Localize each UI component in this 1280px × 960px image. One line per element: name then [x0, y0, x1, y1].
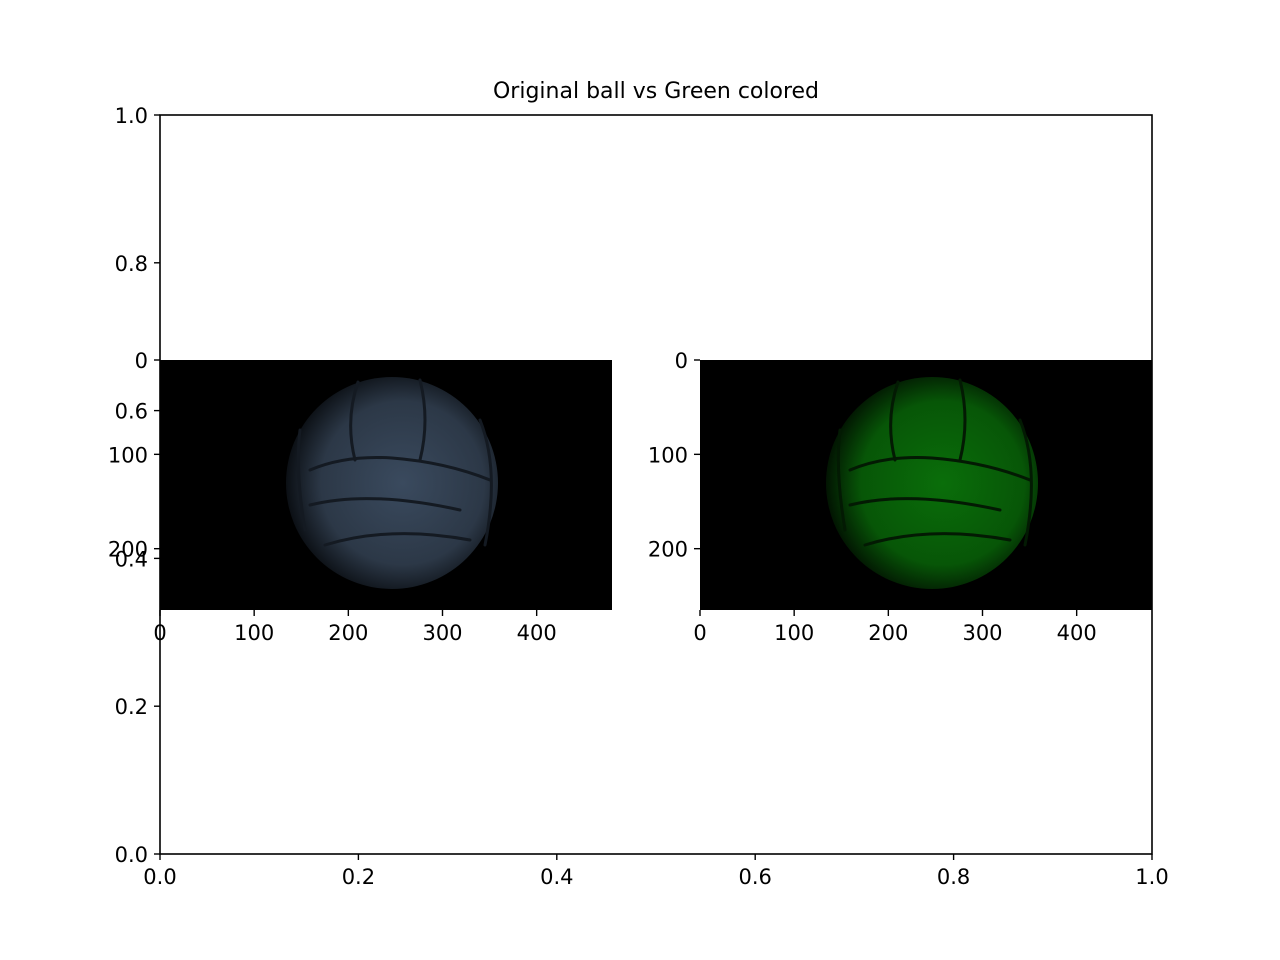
main-y-tick-label: 0.4 — [115, 547, 148, 571]
original-y-tick-label: 200 — [108, 538, 148, 562]
original-x-tick-label: 300 — [422, 621, 462, 645]
green-x-tick-label: 100 — [774, 621, 814, 645]
original-y-tick-label: 0 — [135, 349, 148, 373]
main-x-tick-label: 0.8 — [937, 865, 970, 889]
original-x-tick-label: 400 — [517, 621, 557, 645]
green-y-ticks: 0 100 200 — [648, 349, 700, 562]
green-ball — [826, 377, 1038, 589]
original-x-tick-label: 100 — [234, 621, 274, 645]
original-x-tick-label: 0 — [153, 621, 166, 645]
main-x-tick-label: 1.0 — [1135, 865, 1168, 889]
main-x-tick-label: 0.6 — [738, 865, 771, 889]
original-ball — [286, 377, 498, 589]
main-y-tick-label: 0.8 — [115, 252, 148, 276]
main-y-tick-label: 0.2 — [115, 695, 148, 719]
original-x-tick-label: 200 — [328, 621, 368, 645]
main-y-ticks: 0.0 0.2 0.4 0.6 0.8 1.0 — [115, 104, 160, 867]
main-x-tick-label: 0.4 — [540, 865, 573, 889]
original-y-ticks: 0 100 200 — [108, 349, 160, 562]
chart-title: Original ball vs Green colored — [493, 79, 819, 104]
main-y-tick-label: 0.0 — [115, 843, 148, 867]
green-x-tick-label: 0 — [693, 621, 706, 645]
main-x-ticks: 0.0 0.2 0.4 0.6 0.8 1.0 — [143, 854, 1169, 889]
green-x-tick-label: 300 — [962, 621, 1002, 645]
green-y-tick-label: 100 — [648, 443, 688, 467]
main-x-tick-label: 0.2 — [342, 865, 375, 889]
main-x-tick-label: 0.0 — [143, 865, 176, 889]
green-ball-axes: 0 100 200 300 400 0 100 200 — [648, 349, 1152, 645]
main-y-tick-label: 1.0 — [115, 104, 148, 128]
green-x-tick-label: 400 — [1057, 621, 1097, 645]
original-y-tick-label: 100 — [108, 443, 148, 467]
main-axes: Original ball vs Green colored 0.0 0.2 0.4… — [115, 79, 1169, 889]
green-y-tick-label: 200 — [648, 538, 688, 562]
green-x-ticks: 0 100 200 300 400 — [693, 610, 1097, 645]
green-y-tick-label: 0 — [675, 349, 688, 373]
main-y-tick-label: 0.6 — [115, 400, 148, 424]
original-x-ticks: 0 100 200 300 400 — [153, 610, 557, 645]
original-ball-axes: 0 100 200 300 400 0 100 200 — [108, 349, 612, 645]
green-x-tick-label: 200 — [868, 621, 908, 645]
